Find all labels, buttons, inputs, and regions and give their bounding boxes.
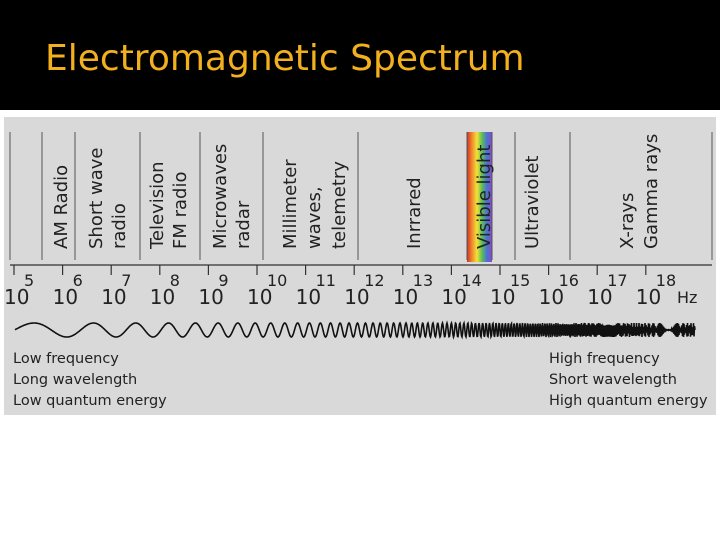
scale-base: 10	[587, 285, 612, 309]
top-edge	[4, 114, 716, 117]
band-label: Television	[147, 161, 168, 250]
scale-base: 10	[296, 285, 321, 309]
visible-strip	[467, 132, 492, 262]
scale-exponent: 18	[656, 271, 676, 290]
scale-base: 10	[490, 285, 515, 309]
band-label: radio	[109, 203, 130, 249]
band-label: Short wave	[86, 147, 107, 249]
band-label: waves,	[304, 186, 325, 249]
left-label: Low frequency	[13, 351, 119, 367]
scale-base: 10	[198, 285, 223, 309]
scale-base: 10	[247, 285, 272, 309]
scale-base: 10	[636, 285, 661, 309]
spectrum-diagram: AM Radio Short wave radio Television FM radi…	[4, 114, 716, 415]
band-label: Millimeter	[280, 159, 301, 249]
scale-exponent: 6	[73, 271, 83, 290]
scale-base: 10	[4, 285, 29, 309]
scale-exponent: 7	[121, 271, 131, 290]
scale-exponent: 17	[607, 271, 627, 290]
scale-exponent: 16	[559, 271, 579, 290]
scale-exponent: 15	[510, 271, 530, 290]
scale-exponent: 10	[267, 271, 287, 290]
slide-title: Electromagnetic Spectrum	[45, 38, 525, 79]
scale-base: 10	[101, 285, 126, 309]
scale-exponent: 9	[218, 271, 228, 290]
scale-base: 10	[150, 285, 175, 309]
band-label: Gamma rays	[641, 134, 662, 249]
right-label: High quantum energy	[549, 393, 708, 409]
band-label: Visible light	[474, 145, 495, 249]
header: Electromagnetic Spectrum	[0, 0, 720, 110]
left-label: Low quantum energy	[13, 393, 167, 409]
scale-base: 10	[441, 285, 466, 309]
scale-base: 10	[393, 285, 418, 309]
scale-exponent: 11	[316, 271, 336, 290]
band-label: Inrrared	[404, 177, 425, 249]
wave	[14, 320, 696, 340]
band-label: FM radio	[170, 172, 191, 249]
scale-exponent: 13	[413, 271, 433, 290]
scale-exponent: 8	[170, 271, 180, 290]
scale-exponent: 14	[461, 271, 481, 290]
band-label: radar	[233, 200, 254, 249]
right-label: Short wavelength	[549, 372, 677, 388]
scale-exponent: 12	[364, 271, 384, 290]
right-label: High frequency	[549, 351, 660, 367]
band-label: Ultraviolet	[522, 156, 543, 249]
band-label: Microwaves	[210, 144, 231, 249]
scale-base: 10	[539, 285, 564, 309]
left-label: Long wavelength	[13, 372, 137, 388]
scale-base: 10	[344, 285, 369, 309]
scale-base: 10	[53, 285, 78, 309]
scale-unit: Hz	[677, 288, 697, 307]
band-label: telemetry	[329, 161, 350, 249]
band-label: AM Radio	[51, 165, 72, 249]
band-label: X-rays	[617, 193, 638, 249]
scale-exponent: 5	[24, 271, 34, 290]
